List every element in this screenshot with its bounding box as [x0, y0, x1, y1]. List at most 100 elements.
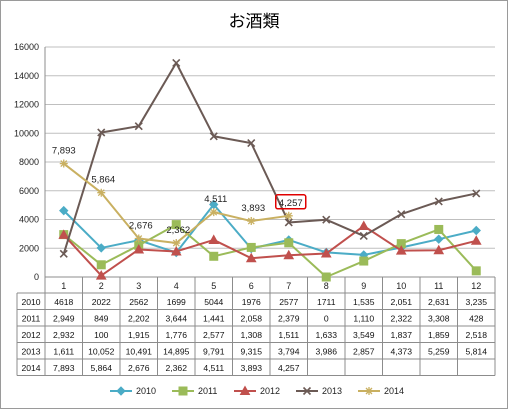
table-cell: 1,633 — [315, 330, 337, 340]
data-point — [209, 251, 219, 261]
x-tick-label: 10 — [396, 281, 406, 291]
data-point — [59, 159, 68, 168]
data-point — [97, 188, 106, 197]
data-label: 2,362 — [166, 225, 190, 236]
y-tick-label: 2000 — [19, 243, 39, 253]
data-label: 3,893 — [241, 203, 265, 214]
table-cell: 428 — [469, 314, 484, 324]
data-point — [239, 385, 251, 395]
data-point — [471, 225, 481, 236]
y-tick-label: 0 — [34, 272, 39, 282]
x-tick-label: 4 — [174, 281, 179, 291]
series-2013 — [59, 58, 481, 258]
y-axis: 0 2000 4000 6000 8000 10000 12000 14000 16000 — [14, 42, 46, 282]
table-cell: 7,893 — [53, 363, 75, 373]
table-cell: 2,949 — [53, 314, 75, 324]
table-cell: 3,235 — [465, 297, 487, 307]
data-point — [96, 243, 106, 253]
table-cell: 10,491 — [126, 347, 153, 357]
legend-item-2010: 2010 — [110, 386, 156, 396]
table-cell: 2577 — [279, 297, 298, 307]
table-cell: 2,676 — [128, 363, 150, 373]
data-point — [246, 242, 256, 252]
table-row-header: 2012 — [21, 330, 40, 340]
series-line — [63, 223, 477, 278]
data-point — [170, 245, 182, 256]
data-point — [434, 197, 443, 206]
y-tick-label: 8000 — [19, 157, 39, 167]
data-point — [395, 245, 407, 255]
data-point — [171, 220, 181, 230]
series-2012 — [58, 220, 482, 280]
x-tick-label: 1 — [61, 281, 66, 291]
table-cell: 2,379 — [278, 314, 300, 324]
data-point — [59, 249, 68, 258]
data-label: 7,893 — [52, 146, 76, 157]
table-cell: 3,893 — [240, 363, 262, 373]
data-label: 4,511 — [204, 194, 227, 205]
y-tick-label: 6000 — [19, 186, 39, 196]
data-point — [245, 252, 257, 263]
data-point — [247, 139, 256, 148]
series-line — [62, 61, 477, 255]
table-cell: 1,915 — [128, 330, 150, 340]
data-point — [320, 248, 332, 258]
y-tick-label: 10000 — [14, 128, 39, 138]
table-cell: 5,814 — [465, 347, 487, 357]
data-label: 4,257 — [279, 198, 303, 209]
data-point — [302, 386, 312, 396]
legend-label: 2011 — [198, 386, 217, 396]
table-cell: 4,511 — [203, 363, 224, 373]
data-point — [365, 387, 373, 395]
table-cell: 1,535 — [353, 297, 375, 307]
legend-item-2014: 2014 — [358, 386, 404, 396]
table-cell: 2,058 — [240, 314, 262, 324]
legend-label: 2010 — [136, 386, 156, 396]
legend: 2010 2011 2012 2013 2014 — [110, 385, 404, 396]
table-cell: 2,577 — [203, 330, 225, 340]
data-point — [397, 210, 406, 219]
data-point — [284, 218, 293, 227]
table-cell: 2,857 — [353, 347, 375, 357]
data-labels: 7,893 5,864 2,676 2,362 4,511 3,893 4,257 — [52, 146, 307, 236]
table-cell: 3,308 — [428, 314, 450, 324]
x-tick-label: 12 — [471, 281, 481, 291]
table-cell: 849 — [94, 314, 109, 324]
data-point — [116, 386, 126, 396]
data-label: 5,864 — [91, 175, 115, 186]
table-cell: 4,373 — [390, 347, 412, 357]
data-point — [322, 215, 331, 224]
data-point — [178, 386, 188, 396]
data-point — [208, 234, 220, 244]
data-point — [134, 122, 143, 131]
legend-item-2013: 2013 — [296, 386, 342, 396]
table-cell: 4618 — [54, 297, 73, 307]
y-tick-label: 14000 — [14, 71, 39, 81]
data-point — [321, 272, 331, 282]
table-cell: 10,052 — [88, 347, 115, 357]
table-cell: 2,518 — [465, 330, 487, 340]
data-point — [172, 239, 181, 248]
x-tick-label: 6 — [249, 281, 254, 291]
table-cell: 1,308 — [240, 330, 262, 340]
table-cell: 3,549 — [353, 330, 375, 340]
data-point — [96, 260, 106, 270]
x-tick-label: 2 — [99, 281, 104, 291]
x-tick-label: 9 — [361, 281, 366, 291]
table-cell: 3,644 — [165, 314, 187, 324]
table-cell: 2,932 — [53, 330, 75, 340]
legend-label: 2012 — [260, 386, 280, 396]
chart-title: お酒類 — [229, 12, 280, 32]
series-lines — [58, 58, 482, 282]
data-point — [247, 217, 256, 226]
y-tick-label: 4000 — [19, 215, 39, 225]
table-cell: 1976 — [242, 297, 261, 307]
data-point — [97, 128, 106, 137]
series-2014 — [59, 159, 293, 248]
table-cell: 9,791 — [203, 347, 225, 357]
x-tick-label: 5 — [211, 281, 216, 291]
data-point — [359, 231, 368, 240]
table-row-header: 2010 — [21, 297, 40, 307]
data-point — [470, 235, 482, 245]
